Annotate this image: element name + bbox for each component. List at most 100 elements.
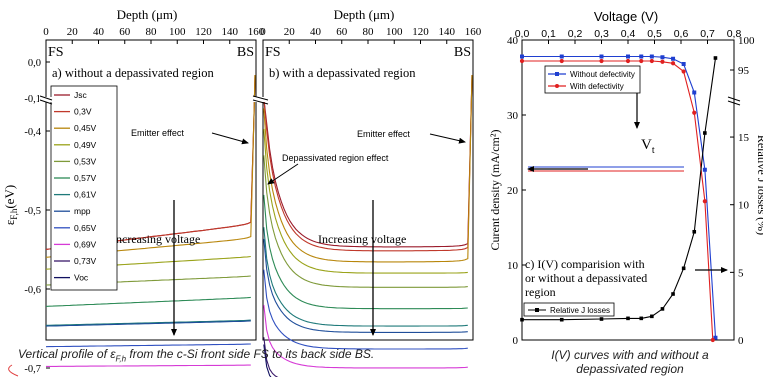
y2tick-label: 10 (738, 200, 750, 212)
caption-right: I(V) curves with and without a depassiva… (520, 348, 740, 376)
series-line (522, 57, 717, 321)
data-point (626, 316, 630, 321)
panel-b-fs-label: FS (265, 45, 281, 60)
panel-b-series (263, 74, 473, 377)
series-line (263, 227, 468, 327)
data-point (650, 314, 654, 319)
ytick-label: -0,5 (24, 206, 41, 217)
xtick-label: 0,4 (621, 28, 636, 40)
xtick-label: 120 (412, 26, 429, 38)
vt-label: Vt (641, 137, 655, 156)
data-point (649, 54, 654, 59)
panel-a-bs-label: BS (237, 45, 254, 60)
legend-box (50, 85, 118, 291)
data-point (710, 337, 715, 343)
data-point (559, 317, 564, 322)
data-point (681, 266, 686, 271)
panel-a-ylabel: εF,h(eV) (2, 185, 19, 225)
ytick-label: 20 (507, 185, 519, 197)
xtick-label: 0,7 (700, 28, 715, 40)
series-line (45, 343, 251, 348)
legend-label: 0,49V (74, 140, 97, 150)
increasing-voltage-label-a: Increasing voltage (112, 232, 200, 246)
data-point (626, 54, 630, 59)
data-point (520, 54, 524, 59)
xtick-label: 120 (195, 26, 212, 38)
panel-c-title-line1: c) I(V) comparision with (525, 257, 645, 271)
panel-a-title: a) without a depassivated region (52, 66, 215, 80)
increasing-voltage-label-b: Increasing voltage (318, 232, 406, 246)
data-point (625, 58, 631, 64)
xtick-label: 100 (386, 26, 403, 38)
xtick-label: 20 (284, 26, 296, 38)
legend-label: 0,61V (74, 190, 97, 200)
xtick-label: 40 (93, 26, 105, 38)
data-point (671, 56, 676, 61)
panel-c-y2tick-labels: 0 5 10 15 95 100 (730, 35, 755, 347)
panel-c-legend-top: Without defectivity With defectivity (544, 65, 641, 94)
series-line (263, 74, 473, 263)
panel-a-xlabel: Depth (μm) (117, 7, 178, 22)
legend-label: 0,65V (74, 223, 97, 233)
series-line (45, 320, 251, 327)
legend-label: 0,45V (74, 123, 97, 133)
xtick-label: 0,0 (515, 28, 530, 40)
xtick-label: 0,3 (594, 28, 609, 40)
panel-a: Depth (μm) 0 20 40 60 80 100 120 140 160 0,0 -0,1… (2, 7, 265, 375)
panel-c-legend-losses: Relative J losses (523, 302, 615, 317)
legend-label: 0,73V (74, 256, 97, 266)
data-point (702, 199, 707, 204)
xtick-label: 20 (67, 26, 79, 38)
panel-b: Depth (μm) 0 20 40 60 80 100 120 140 160 FS BS b… (260, 7, 482, 377)
panel-a-frame (45, 39, 257, 341)
legend-label: 0,69V (74, 239, 97, 249)
legend-label: Without defectivity (570, 70, 635, 79)
series-line (263, 74, 473, 248)
data-point (713, 335, 718, 340)
ytick-label: 0 (513, 335, 519, 347)
panel-c-x2label: Voltage (V) (594, 9, 658, 24)
data-point (519, 58, 525, 64)
panel-b-bs-label: BS (454, 45, 471, 60)
series-line (263, 128, 468, 274)
data-point (639, 58, 644, 64)
ytick-label: 30 (507, 110, 519, 122)
xtick-label: 0,6 (674, 28, 689, 40)
y2tick-label: 0 (738, 335, 744, 347)
xtick-label: 40 (310, 26, 322, 38)
data-point (649, 58, 654, 64)
legend-label: Voc (74, 273, 89, 283)
depassivated-effect-label: Depassivated region effect (282, 153, 389, 163)
series-line (522, 60, 714, 341)
xtick-label: 60 (119, 26, 131, 38)
panel-c-xtick-labels: 0,0 0,1 0,2 0,3 0,4 0,5 0,6 0,7 0,8 (515, 28, 741, 44)
data-point (681, 62, 686, 66)
xtick-label: 0,1 (541, 28, 556, 40)
panel-a-xtick-labels: 0 20 40 60 80 100 120 140 160 (43, 26, 265, 44)
series-line (263, 194, 468, 310)
xtick-label: 140 (439, 26, 456, 38)
panel-a-legend: Jsc 0,3V 0,45V 0,49V 0,53V 0,57V 0,61V mpp 0,65V… (50, 85, 118, 291)
data-point (702, 167, 707, 172)
losses-legend-label: Relative J losses (550, 306, 610, 315)
depassivated-effect-arrow (267, 163, 299, 185)
data-point (692, 110, 697, 115)
data-point (559, 54, 564, 59)
xtick-label: 100 (169, 26, 186, 38)
panel-b-frame (262, 39, 474, 341)
xtick-label: 140 (222, 26, 239, 38)
xtick-label: 0 (260, 26, 266, 38)
series-line (263, 155, 468, 288)
data-point (671, 292, 675, 296)
series-line (263, 238, 468, 333)
xtick-label: 0 (43, 26, 49, 38)
panel-c-ytick-labels: 0 10 20 30 40 (507, 35, 526, 347)
panel-b-xlabel: Depth (μm) (334, 7, 395, 22)
data-point (660, 59, 665, 64)
y2tick-label: 100 (738, 35, 755, 47)
panel-c-series (519, 54, 718, 343)
legend-label: 0,53V (74, 156, 97, 166)
ytick-label: -0,7 (24, 364, 41, 375)
xtick-label: 0,2 (568, 28, 583, 40)
